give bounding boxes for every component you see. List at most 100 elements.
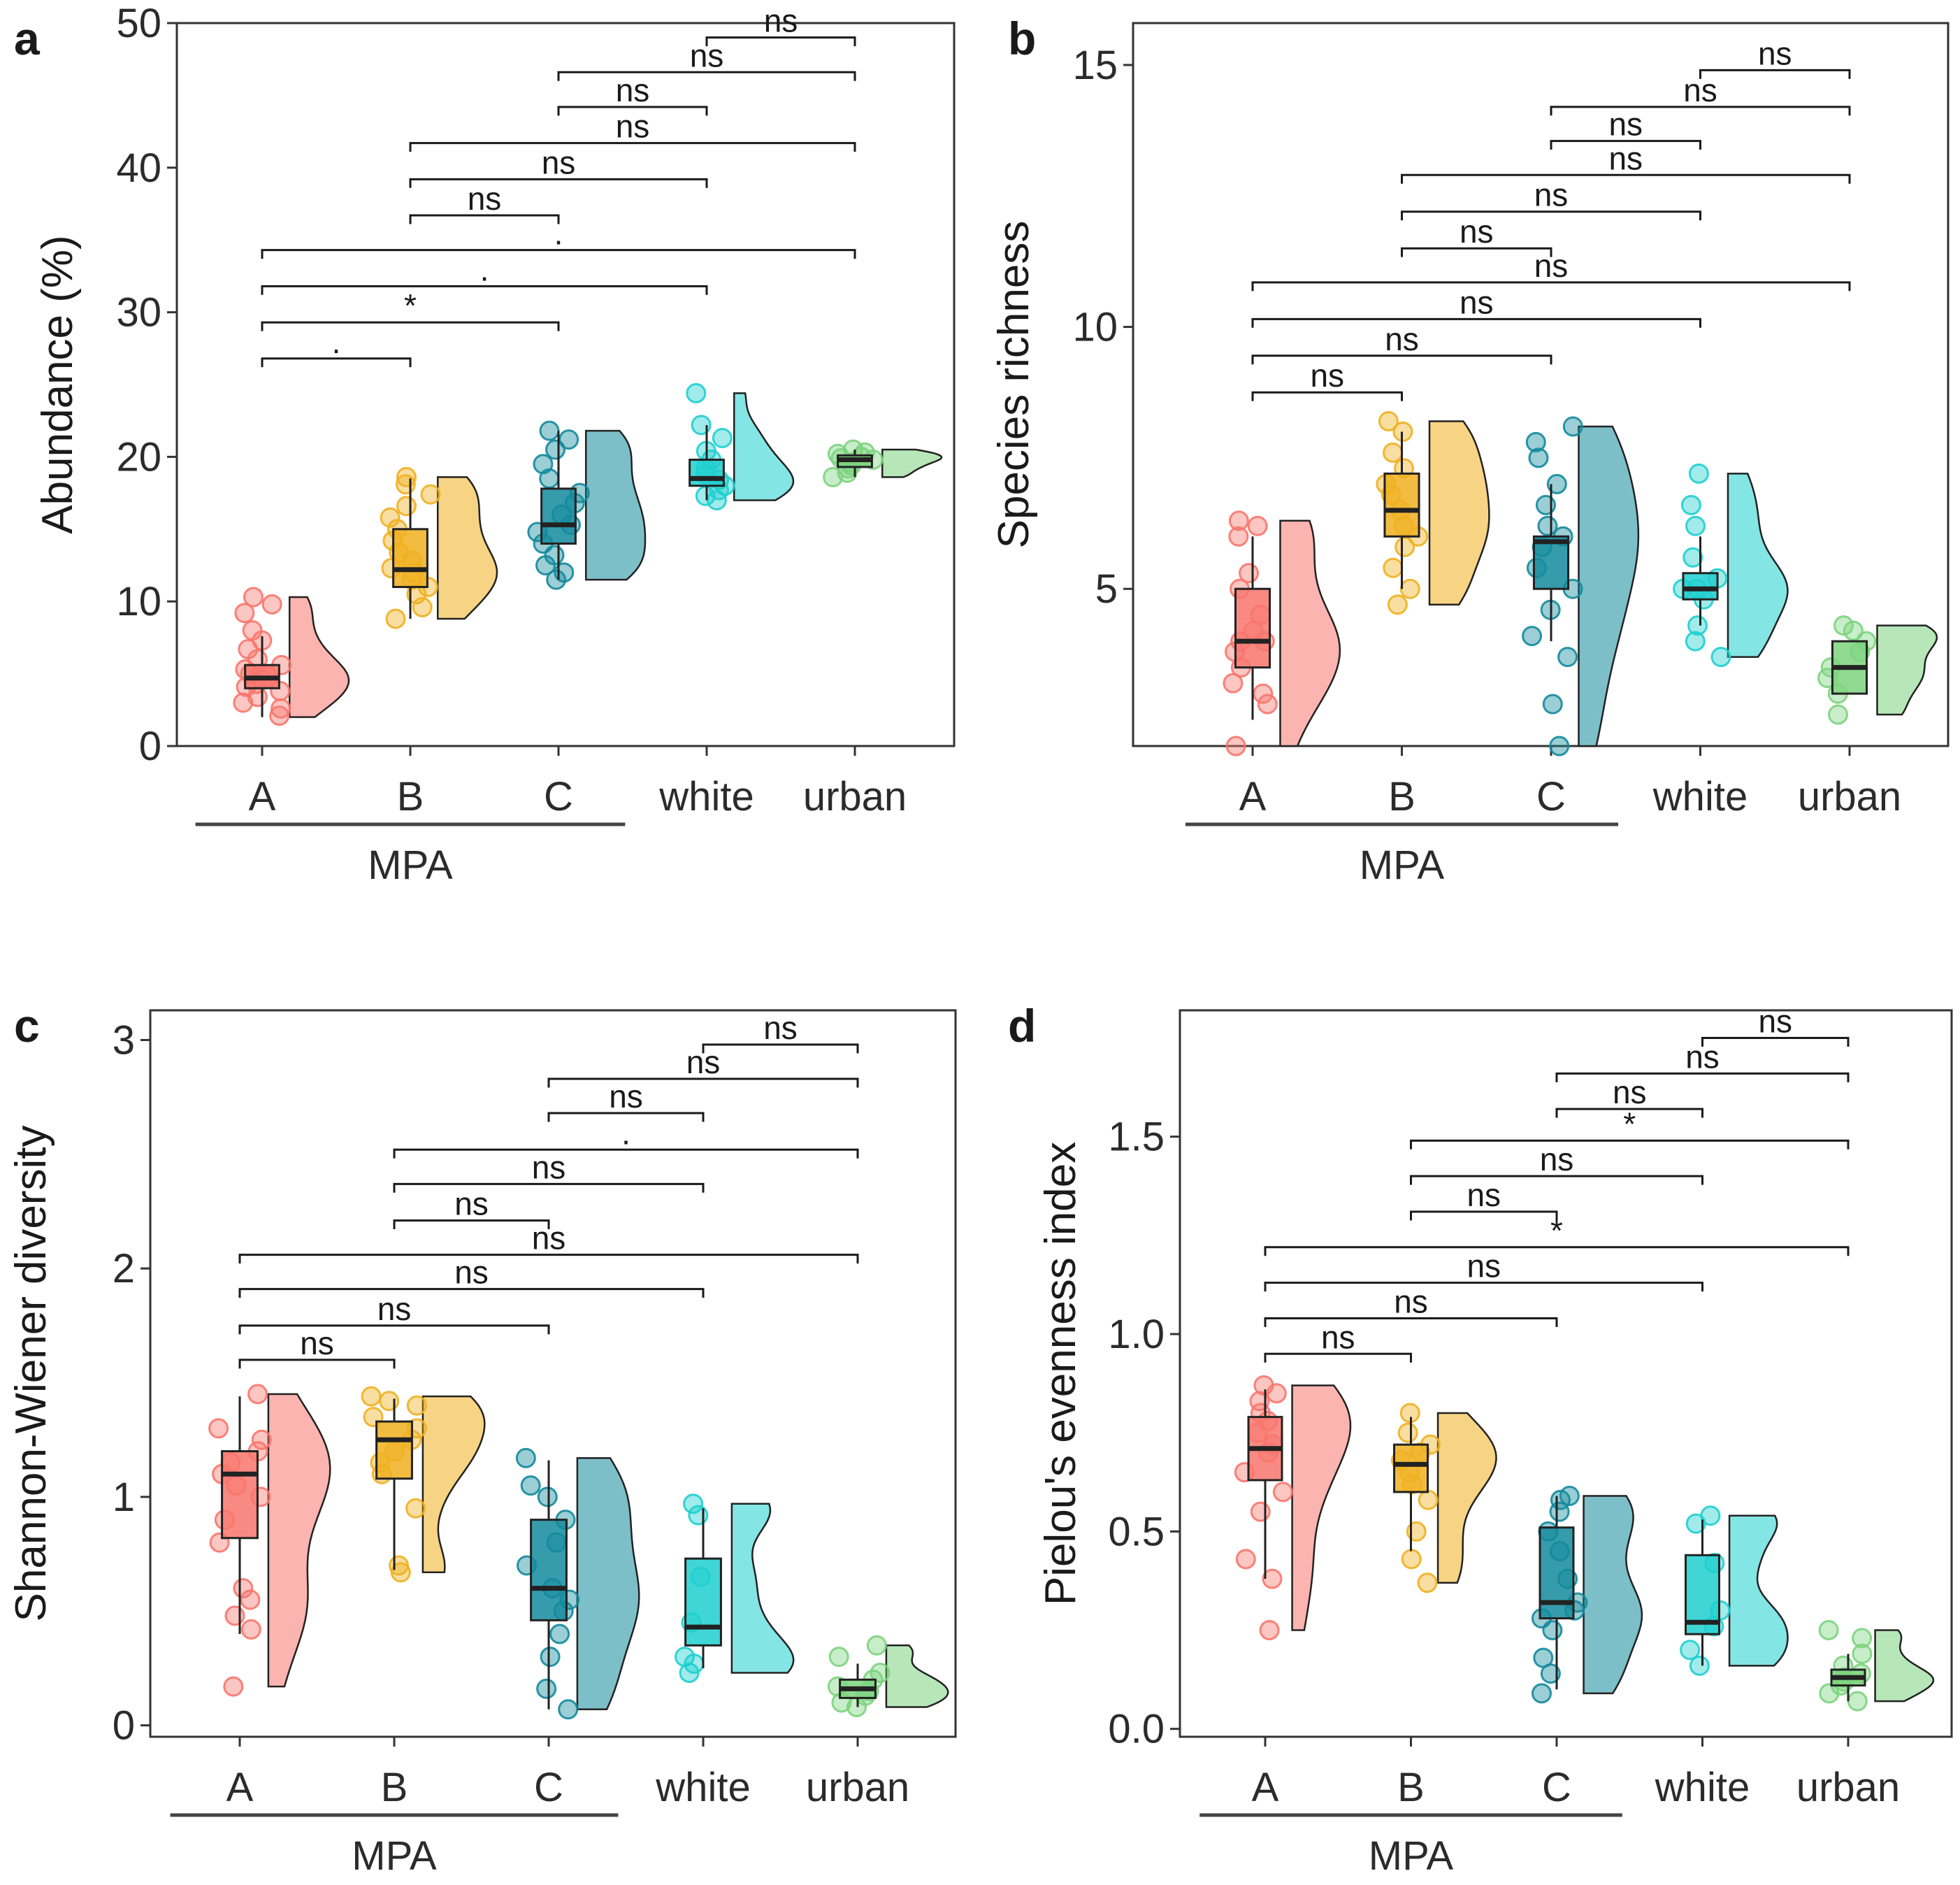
violin-white [733,392,795,501]
x-tick-label-A: A [226,1765,254,1810]
comparison-C-white: ns [547,1078,705,1122]
data-point [380,507,401,528]
data-point [537,1486,558,1507]
plot-frame [175,22,956,747]
comparison-B-urban: * [1410,1105,1850,1149]
y-tick-label: 0 [113,1703,135,1749]
comparison-C-white: ns [1550,106,1701,150]
violin-white [1727,473,1789,658]
box-B [1383,472,1420,538]
comparison-A-C: ns [238,1291,550,1335]
x-tick-label-urban: urban [1796,1765,1900,1810]
comparison-label: ns [1321,1319,1355,1355]
x-tick-label-white: white [655,1765,750,1810]
series-C [1531,1486,1643,1704]
data-point [1532,1683,1552,1704]
comparison-label: ns [1758,35,1792,71]
box-C [530,1519,568,1621]
comparison-label: ns [1310,357,1344,394]
comparison-A-B: ns [1264,1319,1412,1363]
data-point [1228,526,1249,547]
data-point [396,466,417,487]
data-point [1689,1655,1710,1676]
comparison-label: ns [300,1325,334,1361]
comparison-bracket [1264,1246,1850,1256]
comparison-A-urban: ns [1251,248,1851,292]
data-point [866,1635,887,1656]
data-point [1259,1620,1280,1641]
data-point [1833,615,1854,636]
comparison-label: ns [1394,1283,1428,1319]
data-point [540,1647,561,1668]
violin-C [1578,425,1640,747]
series-B [1376,410,1490,615]
data-point [683,1493,704,1514]
data-point [1249,1391,1270,1412]
comparison-B-white: ns [1410,1141,1703,1185]
data-point [1685,631,1706,652]
comparison-bracket [409,178,708,188]
comparison-label: ns [1685,1038,1720,1075]
comparison-bracket [1251,354,1552,365]
comparison-B-urban: . [393,1114,859,1159]
comparison-bracket [261,357,412,368]
data-point [1418,1489,1439,1510]
comparison-B-white: ns [393,1149,705,1193]
comparison-bracket [1550,140,1701,150]
comparison-bracket [1251,281,1851,292]
comparison-label: ns [1608,106,1643,143]
series-A [233,587,350,726]
y-tick-label: 5 [1095,566,1118,612]
x-tick-label-C: C [1536,774,1566,819]
series-urban [827,1635,949,1718]
data-point [1537,515,1558,536]
comparison-A-white: ns [238,1254,705,1298]
comparison-label: * [1550,1212,1563,1249]
comparison-bracket [393,1182,705,1193]
data-point [1401,1549,1422,1570]
comparison-bracket [261,321,560,331]
comparison-white-urban: ns [702,1010,859,1054]
panel-letter: b [1008,13,1036,64]
data-point [1843,620,1864,641]
panel-letter: a [14,13,41,64]
data-point [1399,578,1420,599]
panel-letter: c [14,1000,40,1052]
comparison-bracket [547,1077,859,1088]
comparison-label: ns [1683,72,1717,108]
comparison-A-white: ns [1264,1248,1703,1292]
y-tick-label: 0.0 [1108,1707,1165,1752]
box-A [1234,587,1271,669]
x-tick-label-urban: urban [803,774,907,819]
comparison-label: ns [686,1044,721,1080]
comparison-label: . [332,324,341,360]
comparison-label: ns [1460,213,1494,250]
comparison-B-urban: ns [1401,140,1851,184]
data-point [1272,1482,1293,1503]
violin-white [1728,1514,1789,1667]
data-point [1688,463,1709,484]
data-point [1417,1572,1438,1593]
data-point [385,608,406,629]
data-point [420,484,441,505]
data-point [1559,1486,1580,1507]
comparison-label: ns [609,1078,643,1114]
data-point [558,1699,579,1720]
data-point [1710,647,1731,668]
comparison-label: ns [454,1254,489,1291]
y-tick-label: 3 [113,1017,135,1063]
box-white [689,459,725,487]
x-tick-label-urban: urban [806,1765,909,1810]
comparison-bracket [557,106,708,116]
data-point [243,587,264,608]
data-point [1542,694,1563,715]
y-axis-title: Abundance (%) [34,235,82,533]
comparison-bracket [393,1148,859,1159]
data-point [828,1647,849,1668]
x-tick-label-A: A [1252,1765,1279,1810]
data-point [1525,431,1546,452]
data-point [546,569,567,590]
y-axis-title: Species richness [990,221,1038,549]
comparison-bracket [1410,1139,1850,1149]
